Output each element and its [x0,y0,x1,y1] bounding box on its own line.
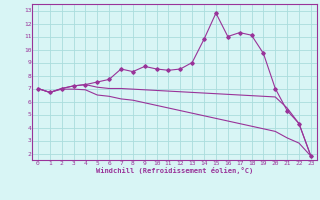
X-axis label: Windchill (Refroidissement éolien,°C): Windchill (Refroidissement éolien,°C) [96,167,253,174]
